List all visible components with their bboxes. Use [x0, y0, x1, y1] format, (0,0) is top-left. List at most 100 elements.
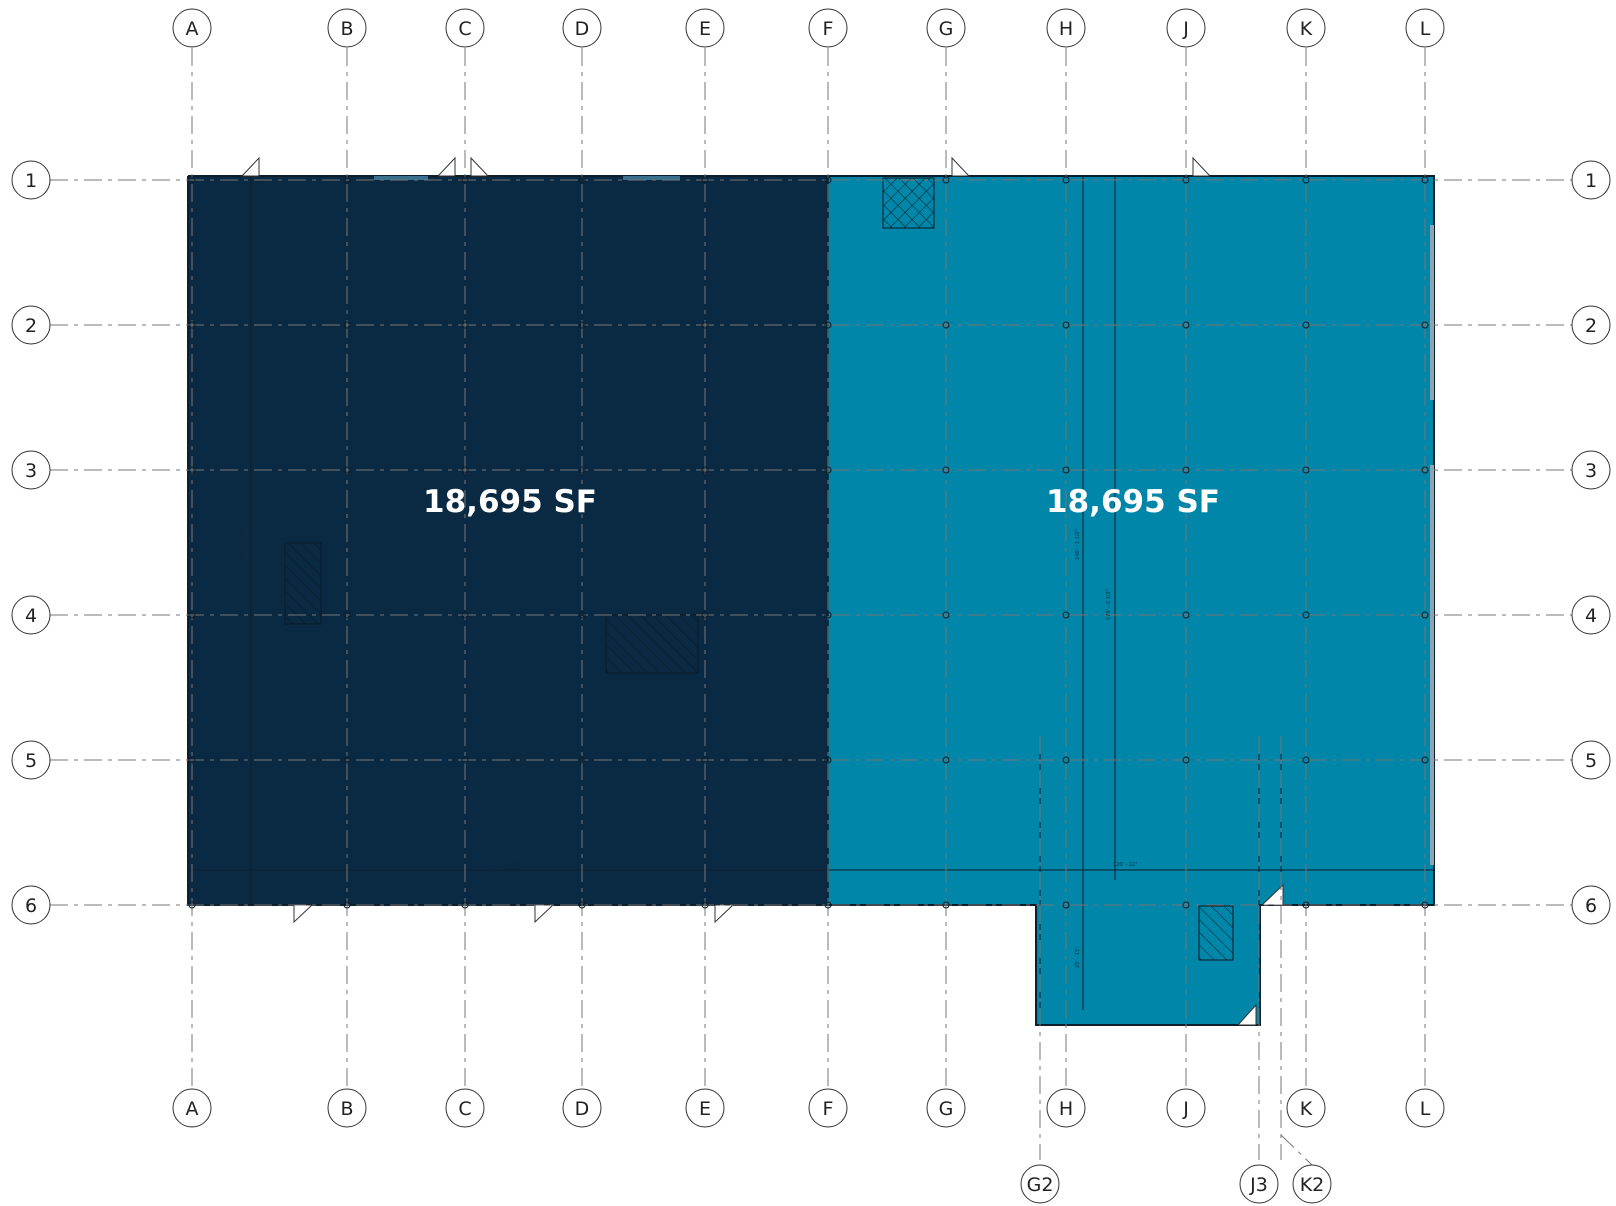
grid-bubble-label: B — [340, 18, 353, 40]
grid-bubble-col-K2: K2 — [1292, 1164, 1332, 1204]
column-dot — [1062, 901, 1070, 909]
grid-bubble-label: 2 — [1585, 315, 1597, 337]
grid-bubble-label: 3 — [1585, 460, 1597, 482]
column-dot — [578, 901, 586, 909]
column-dot — [824, 466, 832, 474]
column-dot — [1302, 756, 1310, 764]
grid-bubble-row-2-right: 2 — [1571, 305, 1611, 345]
column-dot — [343, 611, 351, 619]
grid-bubble-label: 1 — [1585, 170, 1597, 192]
grid-leader-K2 — [1280, 1134, 1313, 1166]
dimension-left-horizontal: 127' - 8 1/2" — [490, 862, 521, 868]
column-dot — [578, 176, 586, 184]
column-dot — [1182, 466, 1190, 474]
hatch-area-1 — [284, 542, 322, 625]
hatch-area-2 — [605, 614, 699, 674]
column-dot — [343, 176, 351, 184]
grid-bubble-label: 2 — [25, 315, 37, 337]
column-dot — [1302, 466, 1310, 474]
grid-bubble-row-2-left: 2 — [11, 305, 51, 345]
grid-bubble-label: K — [1300, 1098, 1313, 1120]
grid-bubble-label: 6 — [25, 895, 37, 917]
grid-bubble-row-5-right: 5 — [1571, 740, 1611, 780]
door-2 — [436, 156, 456, 177]
grid-bubble-label: K — [1300, 18, 1313, 40]
dimension-annotations: 146' - 1 1/2" 127' - 8 1/2" 146' - 1 1/2… — [239, 529, 1138, 968]
dimension-right-horizontal: 120' - 11" — [1113, 862, 1138, 868]
grid-bubble-col-E-top: E — [685, 8, 725, 48]
column-dot — [701, 321, 709, 329]
column-dot — [701, 756, 709, 764]
column-dot — [824, 321, 832, 329]
grid-bubble-col-L-top: L — [1405, 8, 1445, 48]
column-dot — [188, 176, 196, 184]
column-dot — [1182, 756, 1190, 764]
column-dot — [1062, 611, 1070, 619]
grid-bubble-col-H-bottom: H — [1046, 1088, 1086, 1128]
grid-bubble-col-G-bottom: G — [926, 1088, 966, 1128]
door-9 — [1260, 883, 1284, 906]
grid-bubble-label: G2 — [1027, 1174, 1054, 1196]
column-dot — [188, 901, 196, 909]
doors — [240, 156, 1284, 1026]
grid-bubble-col-K-bottom: K — [1286, 1088, 1326, 1128]
grid-bubble-row-5-left: 5 — [11, 740, 51, 780]
door-1 — [240, 156, 260, 177]
dimension-annex-vertical: 25' - 11" — [1075, 947, 1081, 968]
hatched-areas — [284, 177, 1234, 961]
grid-bubble-col-F-top: F — [808, 8, 848, 48]
dimension-right-vertical-1: 146' - 1 1/2" — [1075, 529, 1081, 560]
grid-bubble-label: G — [939, 18, 954, 40]
grid-bubble-col-A-top: A — [172, 8, 212, 48]
column-dot — [942, 176, 950, 184]
grid-bubble-col-J-bottom: J — [1166, 1088, 1206, 1128]
grid-bubble-label: E — [699, 1098, 711, 1120]
column-dot — [461, 756, 469, 764]
grid-bubble-label: 6 — [1585, 895, 1597, 917]
door-4 — [951, 156, 971, 177]
grid-bubble-label: H — [1059, 18, 1073, 40]
grid-bubble-label: A — [186, 18, 199, 40]
column-dot — [1062, 756, 1070, 764]
grid-bubble-label: J3 — [1249, 1174, 1268, 1196]
grid-bubble-label: L — [1420, 18, 1431, 40]
grid-bubble-col-D-top: D — [562, 8, 602, 48]
column-dot — [1302, 611, 1310, 619]
suite-left-area-label: 18,695 SF — [423, 484, 597, 520]
column-dot — [1421, 176, 1429, 184]
column-dot — [461, 321, 469, 329]
grid-bubble-label: H — [1059, 1098, 1073, 1120]
column-dot — [461, 466, 469, 474]
grid-bubble-label: C — [458, 18, 471, 40]
grid-bubble-label: 3 — [25, 460, 37, 482]
column-dot — [701, 901, 709, 909]
suite-right-area-label: 18,695 SF — [1046, 484, 1220, 520]
column-dot — [1302, 176, 1310, 184]
grid-bubble-row-1-right: 1 — [1571, 160, 1611, 200]
grid-bubble-row-4-left: 4 — [11, 595, 51, 635]
grid-bubble-col-F-bottom: F — [808, 1088, 848, 1128]
column-dot — [701, 466, 709, 474]
column-dot — [701, 611, 709, 619]
column-dot — [1182, 321, 1190, 329]
column-dot — [824, 611, 832, 619]
grid-bubble-label: 4 — [25, 605, 37, 627]
storefront-windows — [374, 176, 1434, 865]
grid-bubble-col-C-bottom: C — [445, 1088, 485, 1128]
column-dot — [1421, 611, 1429, 619]
grid-bubble-col-B-bottom: B — [327, 1088, 367, 1128]
grid-bubble-label: J — [1182, 1098, 1189, 1120]
grid-bubble-label: 1 — [25, 170, 37, 192]
column-dot — [578, 611, 586, 619]
grid-bubble-col-G-top: G — [926, 8, 966, 48]
suites — [187, 176, 1434, 1025]
door-5 — [1192, 156, 1212, 177]
grid-bubble-label: D — [575, 18, 590, 40]
column-dot — [1182, 176, 1190, 184]
grid-bubble-col-J-top: J — [1166, 8, 1206, 48]
column-dot — [942, 756, 950, 764]
column-dot — [942, 466, 950, 474]
grid-bubble-col-B-top: B — [327, 8, 367, 48]
column-dot — [461, 611, 469, 619]
